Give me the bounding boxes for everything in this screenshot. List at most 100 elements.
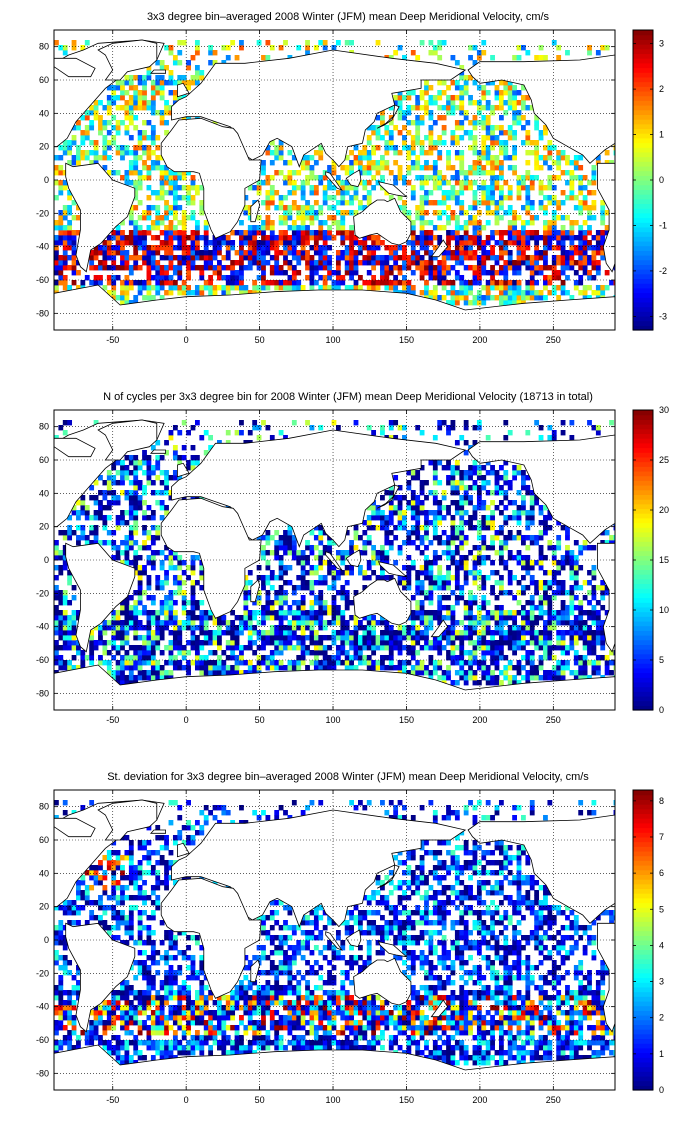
bin-cell xyxy=(58,620,64,626)
bin-cell xyxy=(186,80,191,86)
bin-cell xyxy=(516,640,522,646)
bin-cell xyxy=(357,285,363,291)
bin-cell xyxy=(243,660,249,666)
bin-cell xyxy=(476,155,482,161)
bin-cell xyxy=(406,660,412,666)
bin-cell xyxy=(481,515,487,521)
bin-cell xyxy=(181,280,187,286)
bin-cell xyxy=(366,615,372,621)
bin-cell xyxy=(454,510,460,516)
bin-cell xyxy=(410,610,416,616)
bin-cell xyxy=(58,600,64,606)
bin-cell xyxy=(168,490,174,496)
bin-cell xyxy=(424,220,429,226)
bin-cell xyxy=(525,105,531,111)
bin-cell xyxy=(397,640,403,646)
bin-cell xyxy=(84,135,90,141)
bin-cell xyxy=(194,645,200,651)
bin-cell xyxy=(212,665,218,671)
bin-cell xyxy=(225,665,231,671)
bin-cell xyxy=(380,255,385,261)
bin-cell xyxy=(164,570,169,576)
bin-cell xyxy=(71,640,77,646)
bin-cell xyxy=(551,220,557,226)
bin-cell xyxy=(89,265,95,271)
bin-cell xyxy=(89,640,95,646)
bin-cell xyxy=(371,175,377,181)
bin-cell xyxy=(432,575,438,581)
bin-cell xyxy=(212,250,218,256)
bin-cell xyxy=(516,255,522,261)
bin-cell xyxy=(269,45,275,51)
bin-cell xyxy=(437,240,443,246)
bin-cell xyxy=(111,625,117,631)
bin-cell xyxy=(490,520,495,526)
bin-cell xyxy=(393,640,399,646)
bin-cell xyxy=(503,535,509,541)
bin-cell xyxy=(446,585,451,591)
bin-cell xyxy=(459,590,465,596)
bin-cell xyxy=(393,175,399,181)
bin-cell xyxy=(278,170,284,176)
bin-cell xyxy=(366,135,372,141)
colorbar-segment xyxy=(633,90,653,97)
bin-cell xyxy=(366,505,372,511)
bin-cell xyxy=(476,105,482,111)
bin-cell xyxy=(521,95,526,101)
bin-cell xyxy=(124,295,130,301)
bin-cell xyxy=(225,245,231,251)
bin-cell xyxy=(459,210,465,216)
bin-cell xyxy=(137,90,143,96)
bin-cell xyxy=(498,605,504,611)
bin-cell xyxy=(313,185,319,191)
bin-cell xyxy=(111,140,117,146)
bin-cell xyxy=(313,665,319,671)
bin-cell xyxy=(283,235,288,241)
bin-cell xyxy=(512,300,518,306)
bin-cell xyxy=(472,280,478,286)
bin-cell xyxy=(459,235,465,241)
bin-cell xyxy=(556,215,562,221)
bin-cell xyxy=(115,650,121,656)
bin-cell xyxy=(454,670,460,676)
bin-cell xyxy=(547,155,553,161)
bin-cell xyxy=(476,295,482,301)
bin-cell xyxy=(393,285,399,291)
bin-cell xyxy=(481,650,487,656)
bin-cell xyxy=(208,650,214,656)
bin-cell xyxy=(269,255,275,261)
bin-cell xyxy=(243,250,249,256)
bin-cell xyxy=(291,270,297,276)
bin-cell xyxy=(71,40,77,46)
bin-cell xyxy=(247,260,253,266)
bin-cell xyxy=(415,670,421,676)
bin-cell xyxy=(415,215,421,221)
bin-cell xyxy=(397,90,403,96)
bin-cell xyxy=(476,560,482,566)
bin-cell xyxy=(71,140,77,146)
bin-cell xyxy=(322,660,328,666)
bin-cell xyxy=(516,115,522,121)
bin-cell xyxy=(318,535,324,541)
bin-cell xyxy=(287,550,293,556)
bin-cell xyxy=(309,265,315,271)
bin-cell xyxy=(155,500,161,506)
bin-cell xyxy=(106,145,112,151)
bin-cell xyxy=(190,630,196,636)
bin-cell xyxy=(335,570,341,576)
bin-cell xyxy=(62,185,68,191)
bin-cell xyxy=(186,615,191,621)
bin-cell xyxy=(512,215,518,221)
bin-cell xyxy=(331,575,337,581)
bin-cell xyxy=(155,625,161,631)
bin-cell xyxy=(494,535,500,541)
bin-cell xyxy=(252,255,258,261)
bin-cell xyxy=(172,635,178,641)
bin-cell xyxy=(437,640,443,646)
bin-cell xyxy=(472,195,478,201)
bin-cell xyxy=(490,155,495,161)
bin-cell xyxy=(190,580,196,586)
bin-cell xyxy=(71,665,77,671)
bin-cell xyxy=(208,660,214,666)
bin-cell xyxy=(476,550,482,556)
